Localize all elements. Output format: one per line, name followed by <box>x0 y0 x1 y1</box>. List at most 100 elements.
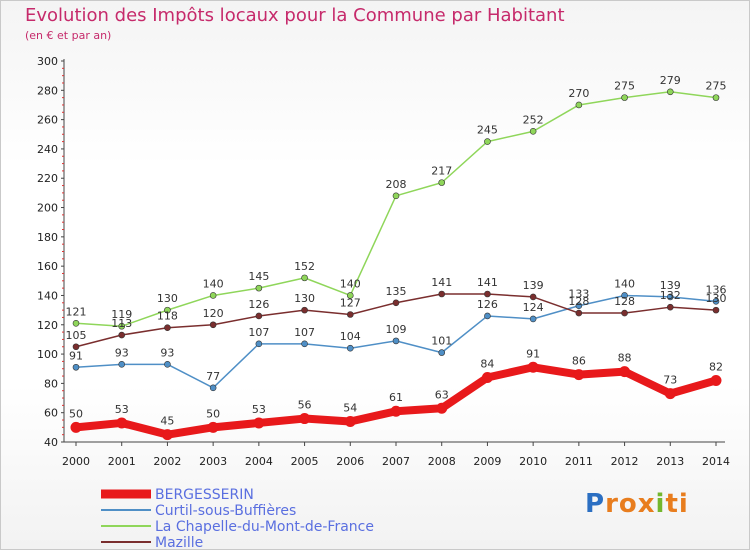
data-label: 133 <box>568 288 589 301</box>
data-label: 119 <box>111 308 132 321</box>
logo-letter: o <box>618 489 638 519</box>
data-point <box>392 337 400 345</box>
data-label: 82 <box>709 360 723 373</box>
data-point <box>438 349 446 356</box>
data-label: 91 <box>69 349 83 362</box>
x-tick-label: 2000 <box>62 455 90 468</box>
data-label: 140 <box>203 277 224 290</box>
x-tick-label: 2014 <box>702 455 730 468</box>
data-point <box>392 192 400 200</box>
data-label: 126 <box>248 298 269 311</box>
data-point <box>438 290 446 298</box>
data-label: 45 <box>160 415 174 428</box>
logo-letter: x <box>637 489 656 519</box>
data-label: 130 <box>706 292 727 305</box>
data-label: 109 <box>386 323 407 336</box>
data-point <box>346 311 354 318</box>
y-tick-label: 100 <box>37 348 58 361</box>
data-label: 130 <box>294 292 315 305</box>
data-point <box>301 274 308 282</box>
data-label: 121 <box>66 305 87 318</box>
data-point <box>484 290 491 298</box>
data-point <box>621 292 628 299</box>
data-point <box>207 421 219 433</box>
data-label: 152 <box>294 260 315 273</box>
data-point <box>255 340 263 348</box>
x-tick-label: 2002 <box>153 455 181 468</box>
data-point <box>481 372 493 384</box>
data-point <box>621 309 628 317</box>
data-label: 86 <box>572 355 586 368</box>
data-point <box>346 292 354 299</box>
data-label: 50 <box>206 407 220 420</box>
data-label: 127 <box>340 297 361 310</box>
data-point <box>70 421 82 433</box>
data-point <box>392 299 400 307</box>
data-label: 128 <box>568 295 589 308</box>
data-point <box>209 292 217 299</box>
x-tick-label: 2012 <box>611 455 639 468</box>
data-point <box>666 303 674 311</box>
data-label: 53 <box>252 403 266 416</box>
data-point <box>253 417 265 429</box>
data-label: 140 <box>614 277 635 290</box>
data-point <box>346 344 354 352</box>
data-point <box>573 369 585 381</box>
data-point <box>529 315 537 323</box>
y-tick-label: 60 <box>44 407 58 420</box>
y-tick-label: 80 <box>44 377 58 390</box>
data-label: 56 <box>298 399 312 412</box>
data-point <box>164 324 171 332</box>
legend-label: La Chapelle-du-Mont-de-France <box>155 519 374 535</box>
data-label: 61 <box>389 391 403 404</box>
data-label: 105 <box>66 329 87 342</box>
data-point <box>619 366 631 378</box>
data-point <box>712 94 720 101</box>
data-point <box>164 361 171 368</box>
data-label: 118 <box>157 310 178 323</box>
data-label: 141 <box>477 276 498 289</box>
data-point <box>529 128 537 135</box>
data-point <box>344 415 356 427</box>
y-tick-label: 120 <box>37 319 58 332</box>
legend-label: Mazille <box>155 535 203 549</box>
logo-letter: i <box>655 489 666 519</box>
data-label: 141 <box>431 276 452 289</box>
data-point <box>301 306 308 314</box>
data-point <box>72 363 80 371</box>
logo-letter: P <box>585 489 606 519</box>
proxiti-logo: Proxiti <box>585 489 689 519</box>
data-label: 77 <box>206 370 220 383</box>
data-point <box>575 101 583 109</box>
data-label: 93 <box>115 346 129 359</box>
x-tick-label: 2011 <box>565 455 593 468</box>
data-label: 91 <box>526 347 540 360</box>
data-label: 120 <box>203 307 224 320</box>
data-label: 104 <box>340 330 361 343</box>
y-tick-label: 160 <box>37 260 58 273</box>
y-tick-label: 200 <box>37 202 58 215</box>
data-label: 139 <box>523 279 544 292</box>
data-label: 93 <box>160 346 174 359</box>
data-label: 107 <box>248 326 269 339</box>
data-point <box>72 343 80 351</box>
data-point <box>436 402 448 414</box>
data-point <box>118 361 126 368</box>
data-point <box>484 138 491 145</box>
x-tick-label: 2009 <box>473 455 501 468</box>
chart-subtitle: (en € et par an) <box>25 29 112 42</box>
data-label: 101 <box>431 335 452 348</box>
logo-letter: t <box>665 489 679 519</box>
legend-label: BERGESSERIN <box>155 487 254 503</box>
data-label: 217 <box>431 165 452 178</box>
y-tick-label: 260 <box>37 114 58 127</box>
x-tick-label: 2005 <box>291 455 319 468</box>
data-point <box>710 374 722 386</box>
data-point <box>484 312 491 320</box>
data-point <box>438 179 446 186</box>
data-point <box>712 306 720 314</box>
data-label: 113 <box>111 317 132 330</box>
data-label: 126 <box>477 298 498 311</box>
